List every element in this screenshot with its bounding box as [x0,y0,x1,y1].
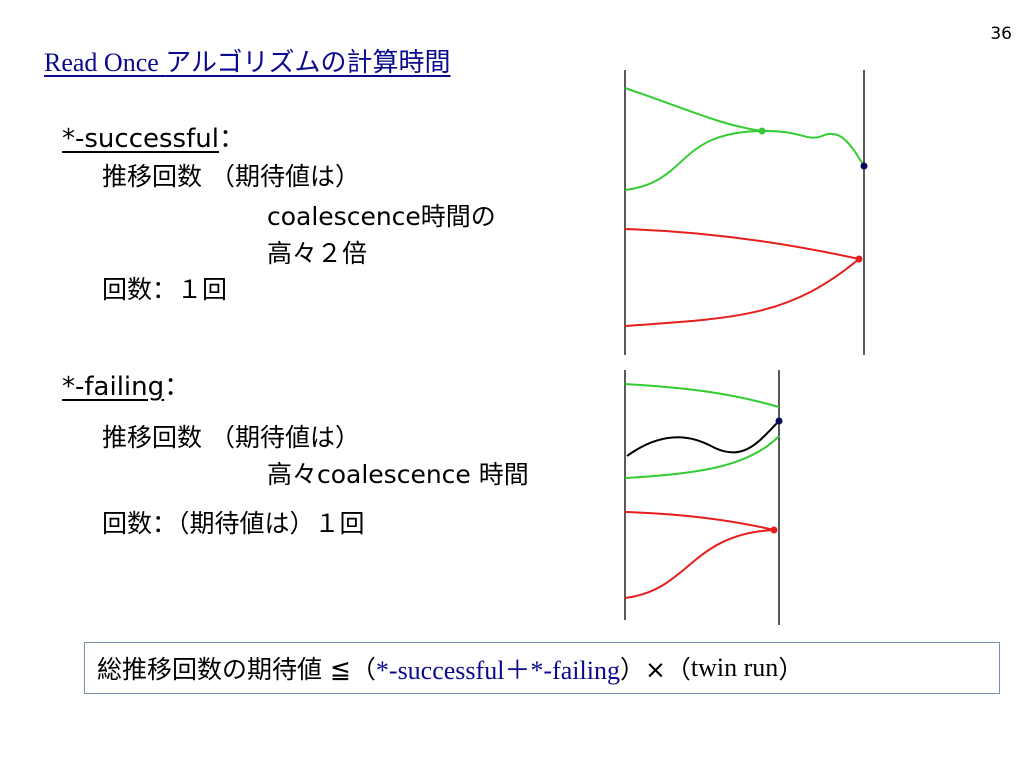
failing-red-path-lower [624,529,775,599]
summary-times: ×（ [644,655,691,684]
successful-line-4: 回数：１回 [102,275,228,304]
title-latin: Read Once [44,48,166,77]
successful-green-meet-dot [758,127,766,135]
successful-red-path-upper [624,228,860,260]
failing-green-path-upper [624,383,780,408]
summary-terms: *-successful＋*-failing [375,655,620,685]
summary-close: ） [619,655,645,684]
successful-green-path-lower [624,129,865,191]
successful-red-meet-dot [855,255,863,263]
summary-end: ） [778,655,804,684]
successful-red-path-lower [624,258,860,327]
slide-title: Read Once アルゴリズムの計算時間 [44,42,451,79]
failing-line-1: 推移回数 （期待値は） [102,423,360,452]
failing-black-path [626,420,780,457]
failing-red-meet-dot [770,526,778,534]
failing-red-path-upper [624,511,775,531]
page-number: 36 [990,24,1012,44]
failing-diagram [624,370,783,625]
successful-line-1: 推移回数 （期待値は） [102,162,360,191]
summary-prefix: 総推移回数の期待値 ≦（ [97,655,376,684]
summary-box: 総推移回数の期待値 ≦（ *-successful＋*-failing） ×（ tw… [84,642,1000,694]
title-jp: アルゴリズムの計算時間 [165,48,451,78]
failing-coalescence-dot [775,417,783,425]
successful-line-3: 高々２倍 [267,239,368,268]
failing-heading-colon: ： [164,372,191,402]
successful-diagram [624,70,868,355]
failing-heading: *-failing： [62,366,190,403]
failing-line-2: 高々coalescence 時間 [267,460,529,489]
failing-heading-label: *-failing [62,372,165,402]
summary-twin-run: twin run [690,653,779,682]
successful-green-path-upper [624,87,763,132]
successful-heading: *-successful： [62,118,245,155]
successful-coalescence-dot [860,162,868,170]
failing-line-3: 回数：（期待値は）１回 [102,509,365,538]
successful-heading-colon: ： [218,124,245,154]
successful-heading-label: *-successful [62,124,219,154]
successful-line-2: coalescence時間の [267,202,496,231]
failing-green-path-lower [624,435,780,479]
